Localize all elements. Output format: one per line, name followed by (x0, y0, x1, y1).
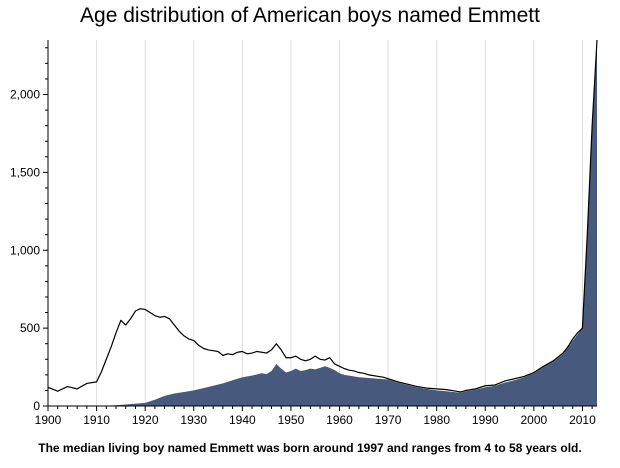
chart-caption: The median living boy named Emmett was b… (38, 441, 582, 455)
area-series (48, 40, 597, 406)
x-tick-label-1940: 1940 (229, 413, 256, 427)
y-tick-label-500: 500 (20, 321, 40, 335)
x-tick-label-1930: 1930 (180, 413, 207, 427)
line-series-path (47, 39, 598, 393)
x-tick-label-2000: 2000 (520, 413, 547, 427)
line-series (47, 39, 598, 393)
x-tick-label-1920: 1920 (132, 413, 159, 427)
area-series-path (48, 40, 597, 406)
y-tick-label-1000: 1,000 (10, 243, 40, 257)
chart-title: Age distribution of American boys named … (80, 4, 540, 27)
grid-lines (96, 40, 583, 406)
x-tick-label-2010: 2010 (569, 413, 596, 427)
x-tick-label-1970: 1970 (375, 413, 402, 427)
axes: 1900 1910 1920 1930 1940 1950 1960 1970 1980 1990… (10, 40, 597, 427)
chart-canvas: 1900 1910 1920 1930 1940 1950 1960 1970 1980 1990… (10, 39, 598, 427)
x-tick-label-1910: 1910 (83, 413, 110, 427)
x-tick-label-1960: 1960 (326, 413, 353, 427)
x-tick-label-1990: 1990 (472, 413, 499, 427)
y-tick-label-2000: 2,000 (10, 88, 40, 102)
x-tick-label-1950: 1950 (278, 413, 305, 427)
x-tick-label-1900: 1900 (35, 413, 62, 427)
y-tick-label-1500: 1,500 (10, 165, 40, 179)
x-tick-label-1980: 1980 (423, 413, 450, 427)
y-tick-label-0: 0 (33, 399, 40, 413)
